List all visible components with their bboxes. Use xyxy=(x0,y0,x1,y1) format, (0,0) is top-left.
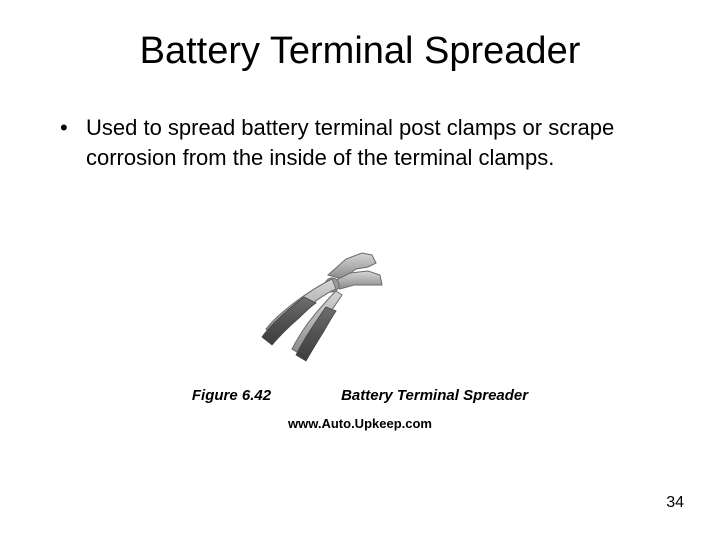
slide-title: Battery Terminal Spreader xyxy=(48,30,672,73)
bullet-text: Used to spread battery terminal post cla… xyxy=(86,113,660,172)
slide: Battery Terminal Spreader • Used to spre… xyxy=(0,0,720,540)
tool-illustration xyxy=(250,245,470,375)
figure-number: Figure 6.42 xyxy=(192,387,271,404)
bullet-item: • Used to spread battery terminal post c… xyxy=(48,113,672,172)
figure-caption-row: Figure 6.42 Battery Terminal Spreader xyxy=(0,387,720,404)
figure-source: www.Auto.Upkeep.com xyxy=(0,416,720,431)
page-number: 34 xyxy=(666,494,684,512)
figure-area: Figure 6.42 Battery Terminal Spreader ww… xyxy=(0,245,720,431)
bullet-marker: • xyxy=(60,113,86,143)
figure-caption: Battery Terminal Spreader xyxy=(341,387,528,404)
